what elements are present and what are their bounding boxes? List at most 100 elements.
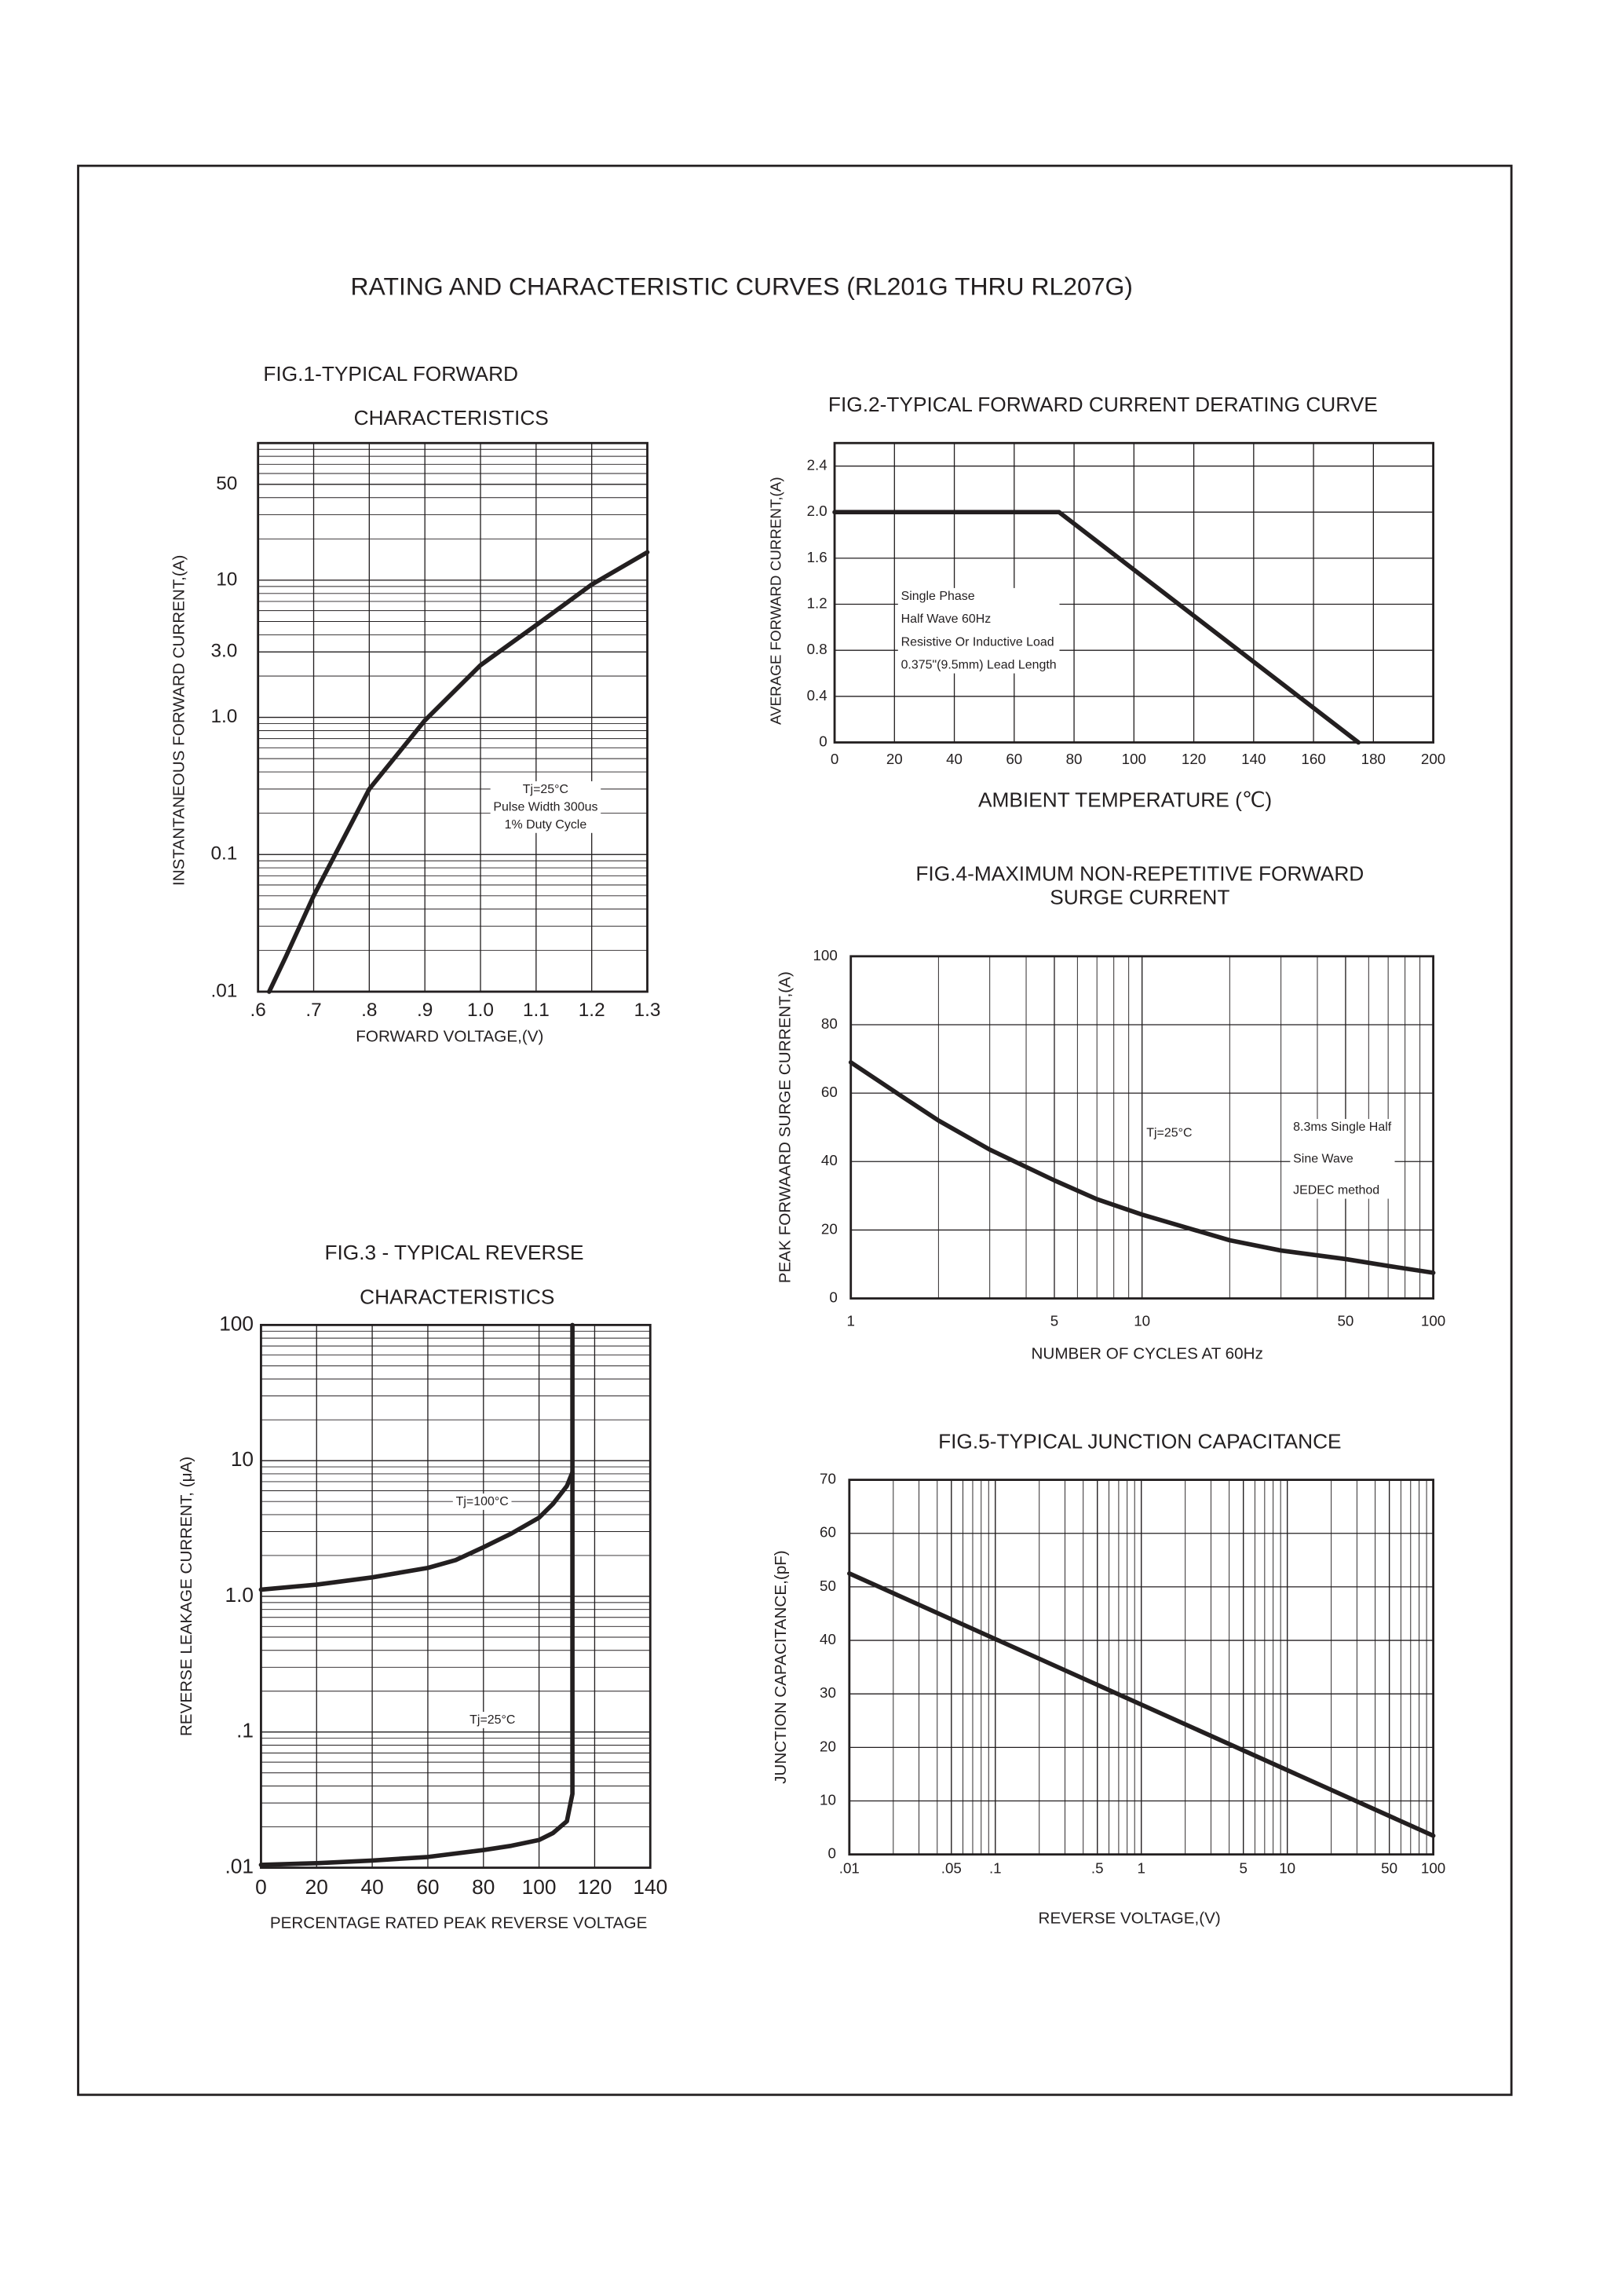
x-tick-label: 20	[886, 751, 903, 767]
x-tick-label: 0	[831, 751, 838, 767]
x-tick-label: .05	[941, 1859, 962, 1876]
x-tick-label: 100	[522, 1875, 557, 1899]
x-tick-label: 140	[1241, 751, 1266, 767]
x-tick-label: .01	[839, 1859, 860, 1876]
y-tick-label: 40	[821, 1152, 838, 1168]
chart-title: FIG.4-MAXIMUM NON-REPETITIVE FORWARD	[915, 861, 1364, 885]
plot-frame	[849, 955, 1435, 1300]
chart-title: CHARACTERISTICS	[360, 1285, 554, 1309]
x-axis-label: AMBIENT TEMPERATURE (℃)	[978, 788, 1272, 812]
x-tick-label: 10	[1134, 1313, 1150, 1329]
series-label-background	[452, 1493, 512, 1510]
data-line	[848, 1060, 1436, 1275]
x-axis-label: REVERSE VOLTAGE,(V)	[1039, 1910, 1221, 1928]
annotation: Half Wave 60Hz	[901, 612, 992, 626]
x-tick-label: 80	[1066, 751, 1083, 767]
chart: .01 0.1 1.0 3.0 10 50 .6 .7 .8 .9 1.0 1.1 1.2 1.3 FIG.…	[170, 362, 661, 1046]
y-tick-label: 80	[821, 1015, 838, 1032]
x-tick-label: 140	[633, 1875, 667, 1899]
y-tick-label: 50	[820, 1578, 836, 1594]
x-tick-label: .1	[989, 1859, 1002, 1876]
plot-frame	[260, 1323, 652, 1869]
x-tick-label: 180	[1361, 751, 1386, 767]
x-tick-label: 200	[1421, 751, 1445, 767]
x-tick-label: 1.3	[634, 1000, 661, 1021]
y-tick-label: 2.0	[807, 503, 827, 519]
y-tick-label: .01	[225, 1854, 254, 1877]
y-tick-label: 10	[231, 1447, 254, 1471]
chart: .01 .1 1.0 10 100 0 20 40 60 80 100 120 140 FIG.3 - T…	[177, 1241, 667, 1932]
annotation: Tj=25°C	[523, 783, 568, 796]
series-label-background	[466, 1712, 519, 1728]
y-axis-label: JUNCTION CAPACITANCE,(pF)	[772, 1550, 790, 1784]
x-tick-label: 50	[1337, 1313, 1353, 1329]
y-tick-label: 2.4	[807, 457, 827, 473]
y-tick-label: .01	[210, 980, 237, 1001]
chart: 0 10 20 30 40 50 60 70 .01 .05 .1 .5 1 5 10 50 100 FIG.5-…	[772, 1430, 1445, 1928]
chart-title: CHARACTERISTICS	[354, 406, 549, 430]
chart-title: SURGE CURRENT	[1050, 886, 1229, 909]
x-tick-label: 120	[578, 1875, 612, 1899]
plot-frame	[833, 441, 1435, 744]
x-tick-label: .5	[1091, 1859, 1104, 1876]
x-tick-label: 100	[1421, 1313, 1445, 1329]
x-tick-label: 1.1	[523, 1000, 550, 1021]
annotation: 0.375"(9.5mm) Lead Length	[901, 659, 1057, 672]
annotation-background	[897, 587, 1060, 674]
x-tick-label: 5	[1239, 1859, 1247, 1876]
y-tick-label: 60	[821, 1084, 838, 1100]
series-label: Tj=25°C	[469, 1713, 515, 1727]
x-tick-label: 100	[1421, 1859, 1445, 1876]
y-axis-label: REVERSE LEAKAGE CURRENT, (μA)	[177, 1457, 195, 1736]
chart-title: FIG.3 - TYPICAL REVERSE	[324, 1241, 583, 1264]
series-label: Tj=100°C	[456, 1495, 509, 1508]
plot-frame	[257, 441, 648, 993]
y-axis-label: PEAK FORWAARD SURGE CURRENT,(A)	[776, 971, 795, 1283]
x-axis-label: NUMBER OF CYCLES AT 60Hz	[1032, 1344, 1263, 1362]
plot-frame	[848, 1479, 1435, 1856]
x-tick-label: 0	[255, 1875, 267, 1899]
y-tick-label: 1.2	[807, 594, 827, 611]
x-tick-label: 100	[1122, 751, 1146, 767]
y-tick-label: 20	[820, 1738, 836, 1754]
annotation: Sine Wave	[1293, 1152, 1353, 1165]
x-axis-label: PERCENTAGE RATED PEAK REVERSE VOLTAGE	[270, 1914, 648, 1932]
chart: 0 0.4 0.8 1.2 1.6 2.0 2.4 0 20 40 60 80 100 120 140 160…	[768, 393, 1445, 811]
y-tick-label: 0	[829, 1289, 837, 1306]
chart: 0 20 40 60 80 100 1 5 10 50 100 FIG.4-MAXIMUM NON-R…	[776, 861, 1446, 1362]
annotation: Tj=25°C	[1146, 1126, 1192, 1139]
chart-title: FIG.2-TYPICAL FORWARD CURRENT DERATING C…	[828, 393, 1378, 416]
y-tick-label: 10	[216, 569, 237, 590]
x-tick-label: .9	[417, 1000, 433, 1021]
x-tick-label: 60	[416, 1875, 439, 1899]
y-tick-label: 0.1	[210, 843, 237, 865]
annotation: 1% Duty Cycle	[505, 818, 587, 832]
y-tick-label: 10	[820, 1791, 836, 1808]
y-tick-label: 40	[820, 1631, 836, 1647]
y-tick-label: 50	[216, 473, 237, 494]
page-border	[77, 164, 1513, 2097]
data-line	[258, 1470, 575, 1592]
y-tick-label: 20	[821, 1220, 838, 1237]
y-tick-label: 1.0	[210, 706, 237, 727]
x-tick-label: 50	[1381, 1859, 1397, 1876]
y-tick-label: 0	[827, 1845, 835, 1862]
annotation: Pulse Width 300us	[493, 800, 597, 813]
annotation: JEDEC method	[1293, 1184, 1379, 1197]
x-tick-label: 5	[1050, 1313, 1058, 1329]
y-tick-label: 100	[813, 947, 837, 963]
x-tick-label: 40	[946, 751, 963, 767]
annotation-background	[1143, 1124, 1196, 1142]
x-axis-label: FORWARD VOLTAGE,(V)	[356, 1028, 543, 1046]
y-tick-label: 100	[219, 1311, 254, 1335]
y-tick-label: 70	[820, 1471, 836, 1487]
x-tick-label: 40	[360, 1875, 383, 1899]
y-tick-label: 1.0	[225, 1583, 254, 1607]
x-tick-label: .8	[361, 1000, 377, 1021]
x-tick-label: 80	[472, 1875, 495, 1899]
y-tick-label: 3.0	[210, 641, 237, 662]
data-line	[847, 1571, 1436, 1838]
y-axis-label: AVERAGE FORWARD CURRENT,(A)	[768, 477, 784, 725]
x-tick-label: 10	[1279, 1859, 1295, 1876]
